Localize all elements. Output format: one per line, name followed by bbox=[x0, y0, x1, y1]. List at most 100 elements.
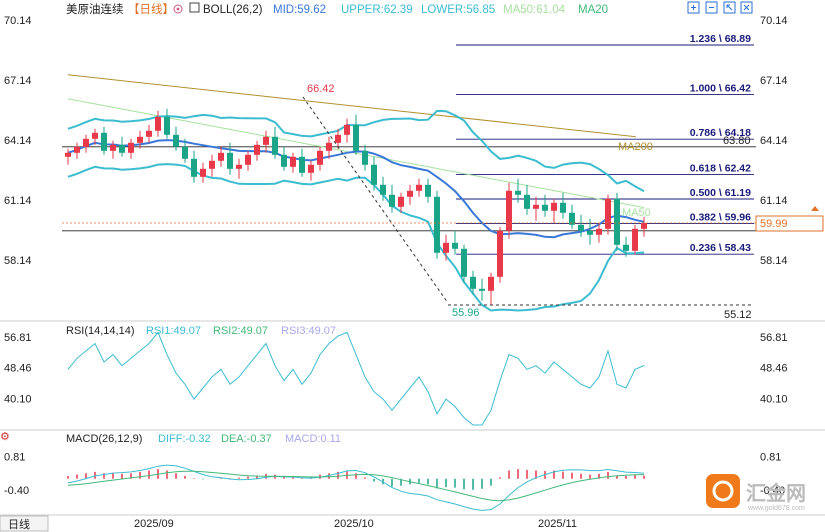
candle-down bbox=[389, 194, 395, 207]
rsi-tick-right: 56.81 bbox=[760, 332, 788, 344]
candle-down bbox=[119, 144, 125, 153]
brand-logo-icon bbox=[706, 474, 740, 508]
boll-upper-label: UPPER:62.39 bbox=[341, 4, 413, 16]
rsi-label: RSI(14,14,14) bbox=[66, 325, 134, 337]
candle-up bbox=[263, 136, 269, 145]
candle-up bbox=[128, 142, 134, 153]
candle-up bbox=[254, 144, 260, 155]
candle-up bbox=[218, 152, 224, 161]
ma200-label: MA200 bbox=[618, 141, 653, 153]
candle-up bbox=[236, 164, 242, 169]
candle-up bbox=[200, 168, 206, 177]
candle-down bbox=[191, 158, 197, 177]
rsi1-label: RSI1:49.07 bbox=[146, 325, 201, 337]
candle-up bbox=[335, 134, 341, 143]
price-tick-left: 64.14 bbox=[4, 135, 32, 147]
candle-down bbox=[623, 244, 629, 251]
candle-down bbox=[362, 150, 368, 165]
rsi2-label: RSI2:49.07 bbox=[213, 325, 268, 337]
candle-up bbox=[65, 152, 71, 157]
price-tick-right: 67.14 bbox=[760, 75, 788, 87]
candle-down bbox=[614, 198, 620, 245]
brand-name: 汇金网 bbox=[746, 481, 806, 505]
price-tick-left: 67.14 bbox=[4, 75, 32, 87]
price-axis: 70.14 70.14 67.14 67.14 64.14 64.14 61.14 61.14… bbox=[4, 15, 788, 267]
candle-up bbox=[137, 136, 143, 143]
watermark: 汇金网 www.gold678.com bbox=[706, 474, 806, 512]
bottom-right-label: 55.12 bbox=[724, 309, 752, 321]
candle-up bbox=[407, 190, 413, 197]
fib-label: 0.618 \ 62.42 bbox=[690, 162, 751, 174]
candle-down bbox=[425, 184, 431, 197]
ma50-label: MA50:61.04 bbox=[503, 4, 566, 16]
candle-up bbox=[443, 242, 449, 253]
fib-trend-line bbox=[302, 96, 449, 304]
x-axis: 日线 2025/09 2025/10 2025/11 bbox=[0, 515, 577, 532]
ma50-annotation: MA50 bbox=[622, 207, 651, 219]
candle-up bbox=[551, 202, 557, 211]
candle-down bbox=[272, 136, 278, 155]
candle-down bbox=[434, 196, 440, 253]
candle-up bbox=[488, 276, 494, 291]
candle-down bbox=[578, 224, 584, 231]
price-tick-right: 70.14 bbox=[760, 15, 788, 27]
candle-up bbox=[290, 156, 296, 167]
macd-tick-left: 0.81 bbox=[4, 451, 25, 463]
macd-tick-left: -0.40 bbox=[4, 485, 29, 497]
candle-up bbox=[605, 198, 611, 229]
x-label-oct: 2025/10 bbox=[334, 518, 374, 530]
macd-settings-icon[interactable]: ⚙ bbox=[0, 431, 10, 443]
candle-up bbox=[416, 184, 422, 191]
candle-down bbox=[299, 156, 305, 173]
period-button[interactable] bbox=[0, 515, 49, 532]
indicator-lines bbox=[67, 74, 645, 312]
candle-down bbox=[164, 116, 170, 135]
candle-up bbox=[533, 204, 539, 209]
brand-url: www.gold678.com bbox=[747, 505, 805, 512]
period-button-label: 日线 bbox=[8, 517, 30, 531]
candle-up bbox=[398, 196, 404, 207]
candle-down bbox=[353, 124, 359, 151]
low-label: 55.96 bbox=[452, 307, 480, 319]
settings-icon[interactable] bbox=[173, 4, 183, 14]
candle-down bbox=[461, 248, 467, 277]
candle-up bbox=[146, 130, 152, 137]
price-tick-left: 70.14 bbox=[4, 15, 32, 27]
macd-value-label: MACD:0.11 bbox=[285, 433, 341, 445]
candle-down bbox=[542, 204, 548, 211]
annotations: 66.42 55.96 55.12 MA200 63.80 MA50 bbox=[302, 83, 752, 321]
price-tick-left: 58.14 bbox=[4, 255, 32, 267]
diff-line bbox=[67, 464, 645, 511]
fib-label: 0.382 \ 59.96 bbox=[690, 212, 751, 224]
indicator-box-icon[interactable] bbox=[189, 2, 200, 13]
candle-up bbox=[245, 154, 251, 165]
macd-histogram bbox=[67, 469, 645, 490]
candle-up bbox=[641, 223, 647, 229]
candle-up bbox=[74, 146, 80, 153]
fib-label: 1.000 \ 66.42 bbox=[690, 82, 751, 94]
x-label-sep: 2025/09 bbox=[134, 518, 174, 530]
candle-up bbox=[596, 228, 602, 235]
rsi-tick-left: 40.10 bbox=[4, 394, 32, 406]
candle-down bbox=[281, 154, 287, 167]
candle-up bbox=[344, 124, 350, 135]
price-tick-right: 64.14 bbox=[760, 135, 788, 147]
fib-label: 1.236 \ 68.89 bbox=[690, 33, 751, 45]
candle-down bbox=[227, 152, 233, 169]
candle-down bbox=[569, 212, 575, 225]
current-price: 59.99 bbox=[760, 218, 788, 230]
rsi-tick-left: 48.46 bbox=[4, 363, 32, 375]
dea-label: DEA:-0.37 bbox=[221, 433, 272, 445]
boll-mid-label: MID:59.62 bbox=[273, 4, 326, 16]
macd-tick-right: 0.81 bbox=[760, 451, 781, 463]
candle-up bbox=[308, 164, 314, 173]
rsi-axis: 56.81 56.81 48.46 48.46 40.10 40.10 bbox=[4, 332, 788, 406]
price-tick-left: 61.14 bbox=[4, 195, 32, 207]
macd-panel: ⚙ MACD(26,12,9) DIFF:-0.32 DEA:-0.37 MAC… bbox=[0, 431, 785, 511]
fib-label: 0.500 \ 61.19 bbox=[690, 187, 751, 199]
chart-header: 美原油连续 【日线】 BOLL(26,2) MID:59.62 UPPER:62… bbox=[66, 2, 608, 16]
candle-up bbox=[209, 160, 215, 169]
rsi-line bbox=[67, 331, 645, 426]
candle-up bbox=[155, 116, 161, 131]
